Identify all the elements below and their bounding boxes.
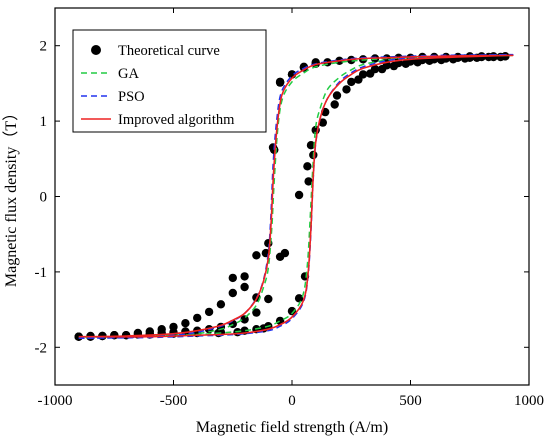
data-point	[389, 61, 399, 71]
data-point	[204, 307, 214, 317]
legend-label: Improved algorithm	[118, 112, 235, 128]
data-point	[228, 273, 237, 283]
axis-ticks: -1000 -500 0 500 1000 -2 -1 0 1 2	[35, 8, 544, 409]
data-point	[240, 272, 249, 281]
x-axis-title: Magnetic field strength (A/m)	[196, 419, 388, 436]
y-tick-label: -2	[35, 340, 48, 356]
x-tick-label: 1000	[514, 393, 544, 409]
data-point	[306, 141, 316, 150]
y-tick-label: 2	[40, 39, 48, 55]
data-point	[484, 52, 493, 62]
data-point	[181, 327, 190, 336]
data-point	[347, 77, 356, 87]
y-axis-title: Magnetic flux density（T）	[2, 105, 20, 287]
data-point	[304, 177, 313, 186]
data-point	[294, 190, 304, 200]
legend-label: GA	[118, 66, 139, 82]
legend-item: Theoretical curve	[91, 43, 220, 59]
legend-box	[72, 29, 267, 133]
data-point	[240, 315, 249, 324]
series-improved-algorithm	[78, 54, 514, 338]
x-tick-label: -500	[160, 393, 188, 409]
legend-item: PSO	[81, 89, 145, 105]
data-point	[280, 248, 290, 258]
data-point	[157, 325, 166, 334]
legend-label: Theoretical curve	[118, 43, 220, 59]
data-point	[330, 100, 339, 109]
data-point	[193, 313, 202, 323]
x-tick-label: -1000	[38, 393, 73, 409]
data-point	[252, 308, 261, 317]
legend: Theoretical curve GA PSO Improved algorithm	[72, 29, 267, 133]
legend-label: PSO	[118, 89, 145, 105]
data-point	[294, 294, 304, 303]
x-tick-label: 0	[288, 393, 296, 409]
y-tick-label: -1	[35, 265, 48, 281]
data-point	[366, 69, 375, 78]
legend-item: GA	[81, 66, 139, 82]
series-line	[78, 54, 514, 338]
data-point	[303, 162, 312, 171]
x-tick-label: 500	[399, 393, 422, 409]
data-point	[264, 294, 273, 304]
y-tick-label: 0	[40, 190, 48, 206]
data-point	[401, 59, 410, 68]
data-point	[240, 282, 249, 292]
data-point	[252, 251, 261, 260]
data-point	[216, 300, 226, 309]
data-series	[74, 52, 514, 341]
data-point	[275, 77, 285, 87]
legend-item: Improved algorithm	[81, 112, 235, 128]
data-point	[354, 75, 363, 84]
data-point	[318, 118, 327, 127]
y-tick-label: 1	[40, 114, 48, 130]
data-point	[332, 91, 342, 100]
data-point	[342, 85, 351, 94]
data-point	[228, 288, 237, 298]
data-point	[377, 64, 387, 74]
data-point	[287, 306, 297, 316]
data-point	[181, 319, 190, 328]
data-point	[169, 322, 178, 332]
legend-marker	[91, 45, 101, 55]
data-point	[413, 58, 422, 67]
